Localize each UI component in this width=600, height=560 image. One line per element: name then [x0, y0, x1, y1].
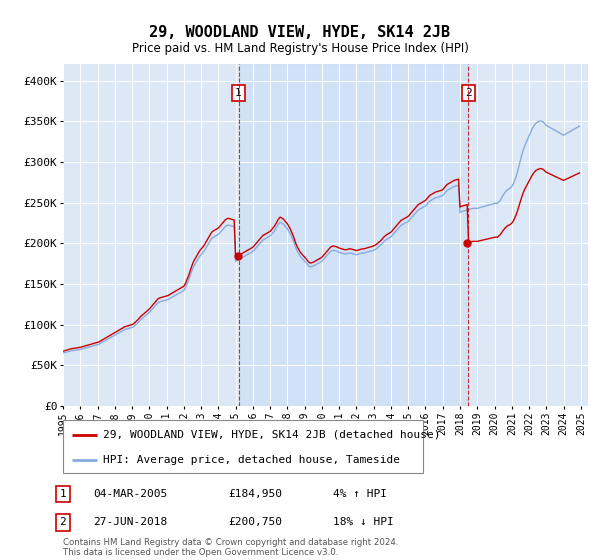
Bar	[239, 64, 469, 406]
Text: 29, WOODLAND VIEW, HYDE, SK14 2JB: 29, WOODLAND VIEW, HYDE, SK14 2JB	[149, 25, 451, 40]
Text: 2: 2	[465, 88, 472, 98]
Text: £184,950: £184,950	[228, 489, 282, 499]
Text: Contains HM Land Registry data © Crown copyright and database right 2024.
This d: Contains HM Land Registry data © Crown c…	[63, 538, 398, 557]
Text: 04-MAR-2005: 04-MAR-2005	[93, 489, 167, 499]
Text: 2: 2	[59, 517, 67, 528]
Text: 18% ↓ HPI: 18% ↓ HPI	[333, 517, 394, 528]
Text: 29, WOODLAND VIEW, HYDE, SK14 2JB (detached house): 29, WOODLAND VIEW, HYDE, SK14 2JB (detac…	[103, 430, 440, 440]
Text: 4% ↑ HPI: 4% ↑ HPI	[333, 489, 387, 499]
Text: Price paid vs. HM Land Registry's House Price Index (HPI): Price paid vs. HM Land Registry's House …	[131, 42, 469, 55]
Text: 1: 1	[59, 489, 67, 499]
Text: 1: 1	[235, 88, 242, 98]
Text: £200,750: £200,750	[228, 517, 282, 528]
FancyBboxPatch shape	[63, 420, 423, 473]
Text: HPI: Average price, detached house, Tameside: HPI: Average price, detached house, Tame…	[103, 455, 400, 465]
Text: 27-JUN-2018: 27-JUN-2018	[93, 517, 167, 528]
